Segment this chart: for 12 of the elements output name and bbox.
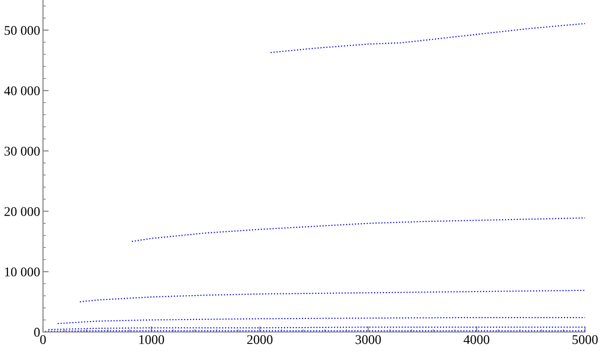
- y-tick-label: 50 000: [4, 26, 40, 35]
- y-tick-label: 0: [34, 328, 40, 337]
- x-tick-label: 4000: [464, 335, 490, 344]
- y-tick-label: 40 000: [4, 86, 40, 96]
- x-tick-label: 1000: [139, 335, 164, 344]
- x-tick-label: 3000: [356, 335, 381, 344]
- y-tick-label: 20 000: [4, 207, 40, 216]
- y-tick-label: 30 000: [4, 146, 40, 156]
- x-tick-label: 2000: [247, 335, 272, 344]
- x-tick-label: 5000: [572, 335, 598, 344]
- y-tick-label: 10 000: [5, 267, 40, 276]
- x-tick-label: 0: [40, 335, 46, 344]
